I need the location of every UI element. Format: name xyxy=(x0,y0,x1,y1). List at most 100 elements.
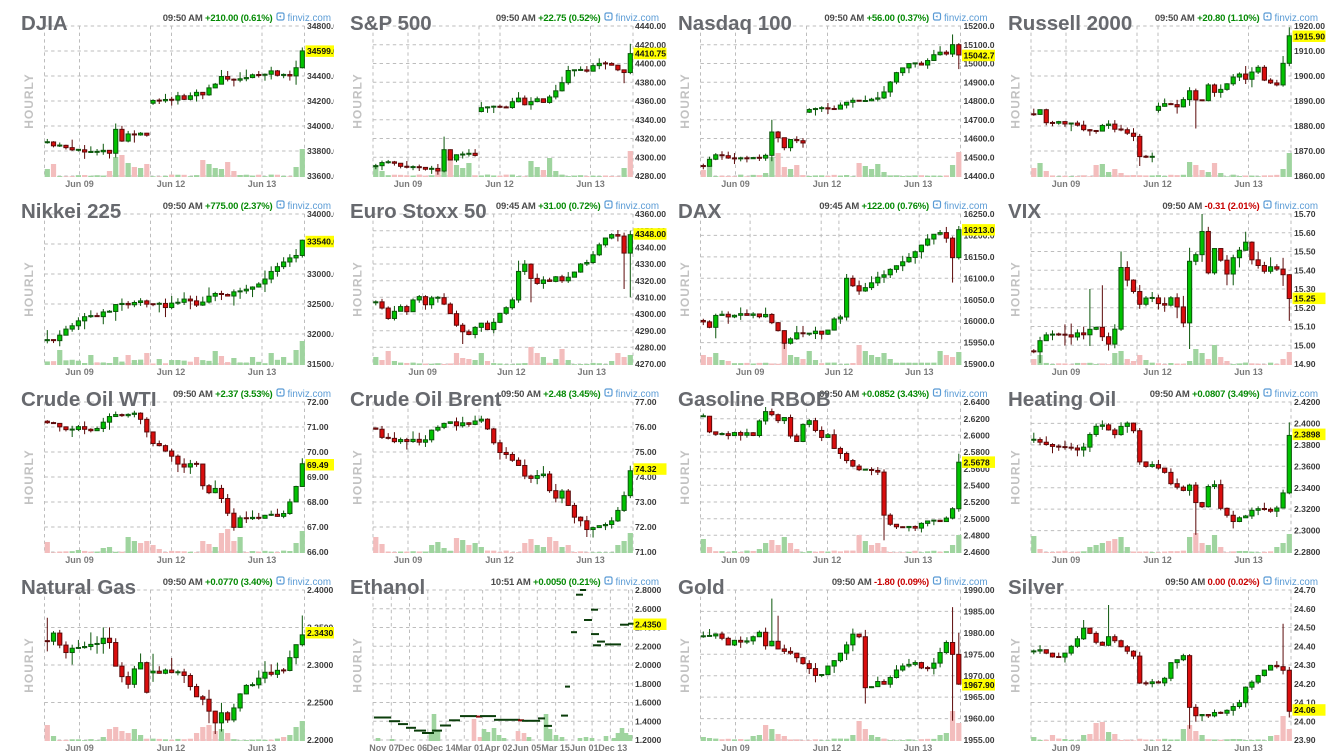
svg-text:15000.0: 15000.0 xyxy=(964,59,995,69)
svg-text:HOURLY: HOURLY xyxy=(22,73,36,129)
svg-text:Jun 12: Jun 12 xyxy=(497,367,526,376)
svg-text:15.10: 15.10 xyxy=(1294,322,1316,332)
svg-text:Silver: Silver xyxy=(1008,576,1064,599)
svg-text:34000.0: 34000.0 xyxy=(307,121,334,131)
svg-text:2.3200: 2.3200 xyxy=(1294,504,1321,514)
svg-text:HOURLY: HOURLY xyxy=(351,637,365,693)
svg-text:2.3000: 2.3000 xyxy=(1294,526,1321,536)
svg-text:09:50 AM -0.31 (2.01%): 09:50 AM -0.31 (2.01%) xyxy=(1162,201,1259,212)
svg-text:Nasdaq 100: Nasdaq 100 xyxy=(678,12,792,35)
svg-text:4440.00: 4440.00 xyxy=(635,21,666,31)
svg-text:2.2000: 2.2000 xyxy=(307,735,334,745)
svg-text:4330.00: 4330.00 xyxy=(635,259,666,269)
svg-text:HOURLY: HOURLY xyxy=(678,261,692,317)
svg-text:4280.00: 4280.00 xyxy=(635,342,666,352)
svg-text:HOURLY: HOURLY xyxy=(22,637,36,693)
svg-text:31500.0: 31500.0 xyxy=(307,359,334,369)
svg-text:10:51 AM +0.0050 (0.21%): 10:51 AM +0.0050 (0.21%) xyxy=(491,577,601,588)
svg-text:2.3898: 2.3898 xyxy=(1294,430,1321,440)
svg-text:Jun 13: Jun 13 xyxy=(1234,367,1263,376)
svg-text:Jun 01: Jun 01 xyxy=(570,743,599,752)
svg-text:14800.0: 14800.0 xyxy=(964,96,995,106)
svg-text:2.5678: 2.5678 xyxy=(964,457,991,467)
svg-text:Jun 09: Jun 09 xyxy=(1052,555,1081,564)
svg-text:Mar 15: Mar 15 xyxy=(541,743,570,752)
svg-text:15100.0: 15100.0 xyxy=(964,40,995,50)
svg-text:Jun 13: Jun 13 xyxy=(576,555,605,564)
svg-text:24.60: 24.60 xyxy=(1294,604,1316,614)
svg-text:09:45 AM +31.00 (0.72%): 09:45 AM +31.00 (0.72%) xyxy=(496,201,601,212)
svg-text:Jun 09: Jun 09 xyxy=(65,367,94,376)
svg-text:Jun 12: Jun 12 xyxy=(485,555,514,564)
svg-text:4380.00: 4380.00 xyxy=(635,77,666,87)
svg-text:2.6200: 2.6200 xyxy=(964,414,991,424)
svg-text:HOURLY: HOURLY xyxy=(1009,261,1023,317)
svg-text:24.00: 24.00 xyxy=(1294,716,1316,726)
svg-text:09:50 AM +210.00 (0.61%): 09:50 AM +210.00 (0.61%) xyxy=(163,13,273,24)
svg-text:HOURLY: HOURLY xyxy=(351,449,365,505)
svg-text:24.10: 24.10 xyxy=(1294,698,1316,708)
svg-text:1880.00: 1880.00 xyxy=(1294,121,1325,131)
svg-text:Jun 09: Jun 09 xyxy=(65,743,94,752)
svg-text:2.4350: 2.4350 xyxy=(635,619,662,629)
svg-text:09:50 AM +22.75 (0.52%): 09:50 AM +22.75 (0.52%) xyxy=(496,13,601,24)
svg-text:33600.0: 33600.0 xyxy=(307,171,334,181)
svg-text:HOURLY: HOURLY xyxy=(22,449,36,505)
svg-text:2.4200: 2.4200 xyxy=(1294,397,1321,407)
svg-text:15.25: 15.25 xyxy=(1294,294,1316,304)
svg-text:Jun 12: Jun 12 xyxy=(157,743,186,752)
svg-text:Jun 09: Jun 09 xyxy=(1052,743,1081,752)
svg-text:1.2000: 1.2000 xyxy=(635,735,662,745)
svg-text:finviz.com: finviz.com xyxy=(287,389,331,400)
svg-text:2.2000: 2.2000 xyxy=(635,641,662,651)
svg-text:Jun 13: Jun 13 xyxy=(248,743,277,752)
svg-text:33540.0: 33540.0 xyxy=(307,237,334,247)
svg-text:Jun 13: Jun 13 xyxy=(576,179,605,188)
svg-text:2.2500: 2.2500 xyxy=(307,698,334,708)
svg-text:4280.00: 4280.00 xyxy=(635,171,666,181)
svg-text:4360.00: 4360.00 xyxy=(635,96,666,106)
svg-text:2.5800: 2.5800 xyxy=(964,447,991,457)
svg-text:finviz.com: finviz.com xyxy=(287,201,331,212)
svg-text:4340.00: 4340.00 xyxy=(635,115,666,125)
svg-text:1860.00: 1860.00 xyxy=(1294,171,1325,181)
svg-text:4300.00: 4300.00 xyxy=(635,152,666,162)
svg-text:Jun 09: Jun 09 xyxy=(394,179,423,188)
svg-text:1975.00: 1975.00 xyxy=(964,649,995,659)
svg-text:71.00: 71.00 xyxy=(307,422,329,432)
svg-text:09:45 AM +122.00 (0.76%): 09:45 AM +122.00 (0.76%) xyxy=(819,201,929,212)
svg-text:Jun 13: Jun 13 xyxy=(904,743,933,752)
svg-text:2.6400: 2.6400 xyxy=(964,397,991,407)
svg-text:2.5600: 2.5600 xyxy=(964,464,991,474)
svg-text:16150.0: 16150.0 xyxy=(964,252,995,262)
svg-text:Jun 13: Jun 13 xyxy=(1234,555,1263,564)
svg-text:Jun 13: Jun 13 xyxy=(905,367,934,376)
svg-text:15900.0: 15900.0 xyxy=(964,359,995,369)
svg-text:32500.0: 32500.0 xyxy=(307,299,334,309)
svg-text:finviz.com: finviz.com xyxy=(1274,577,1318,588)
svg-text:Jun 09: Jun 09 xyxy=(408,367,437,376)
svg-text:2.4000: 2.4000 xyxy=(1294,419,1321,429)
svg-text:Jun 09: Jun 09 xyxy=(394,555,423,564)
svg-text:68.00: 68.00 xyxy=(307,497,329,507)
svg-text:Jun 13: Jun 13 xyxy=(1234,179,1263,188)
svg-text:4360.00: 4360.00 xyxy=(635,209,666,219)
svg-text:24.70: 24.70 xyxy=(1294,585,1316,595)
svg-text:Jun 05: Jun 05 xyxy=(513,743,542,752)
svg-text:09:50 AM +2.48 (3.45%): 09:50 AM +2.48 (3.45%) xyxy=(501,389,601,400)
svg-text:2.3800: 2.3800 xyxy=(1294,440,1321,450)
svg-text:34400.0: 34400.0 xyxy=(307,71,334,81)
svg-text:Dec 13: Dec 13 xyxy=(598,743,627,752)
svg-text:14400.0: 14400.0 xyxy=(964,171,995,181)
svg-text:1915.90: 1915.90 xyxy=(1294,31,1325,41)
svg-text:Mar 01: Mar 01 xyxy=(456,743,485,752)
svg-text:Jun 13: Jun 13 xyxy=(248,367,277,376)
svg-text:finviz.com: finviz.com xyxy=(287,577,331,588)
svg-text:14700.0: 14700.0 xyxy=(964,115,995,125)
svg-text:Euro Stoxx 50: Euro Stoxx 50 xyxy=(350,200,487,223)
svg-text:Natural Gas: Natural Gas xyxy=(21,576,136,599)
svg-text:2.5000: 2.5000 xyxy=(964,514,991,524)
svg-text:finviz.com: finviz.com xyxy=(615,389,659,400)
svg-text:Gasoline RBOB: Gasoline RBOB xyxy=(678,388,831,411)
svg-text:Jun 13: Jun 13 xyxy=(248,179,277,188)
